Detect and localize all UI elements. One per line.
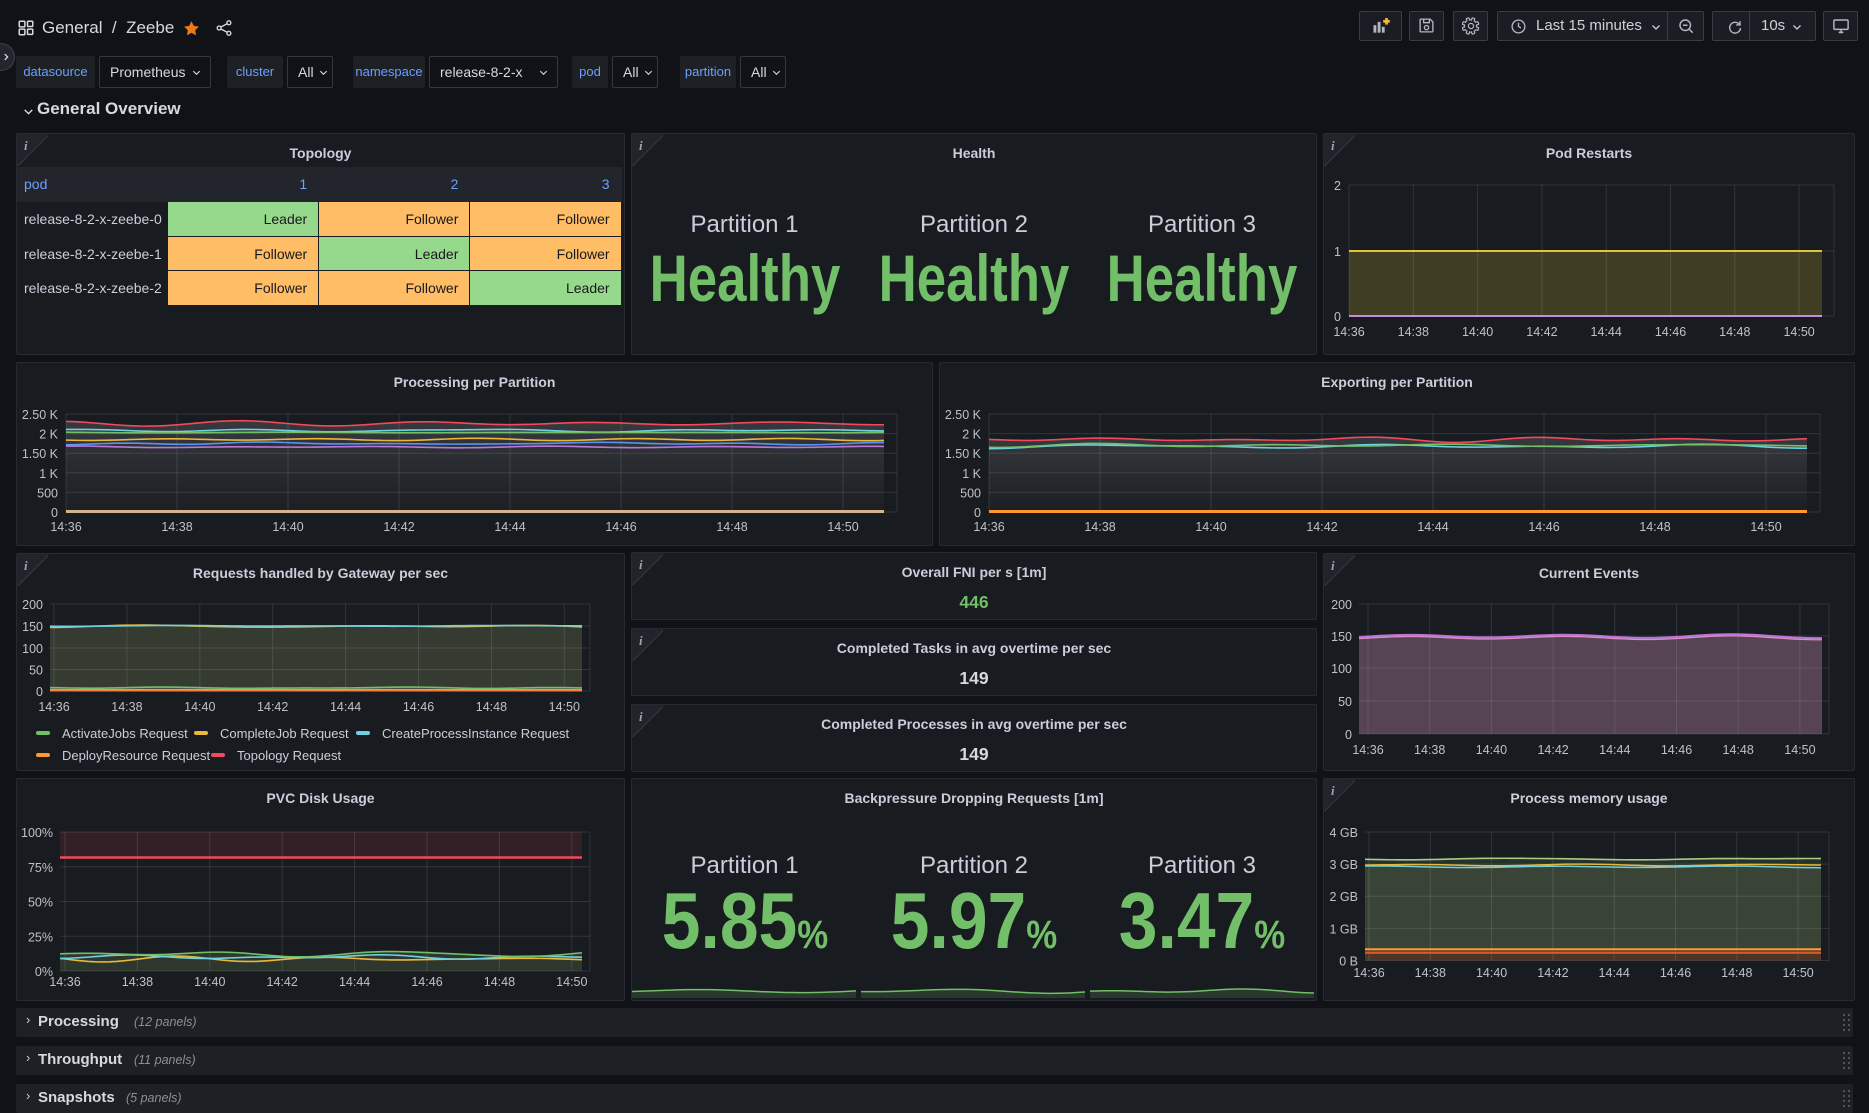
svg-text:14:48: 14:48: [1721, 966, 1752, 980]
svg-text:14:38: 14:38: [1084, 520, 1115, 534]
svg-text:14:38: 14:38: [1415, 966, 1446, 980]
svg-text:50: 50: [29, 664, 43, 678]
svg-text:2 K: 2 K: [962, 428, 981, 442]
svg-text:14:36: 14:36: [973, 520, 1004, 534]
svg-text:14:38: 14:38: [161, 520, 192, 534]
svg-text:14:40: 14:40: [1195, 520, 1226, 534]
svg-text:14:44: 14:44: [1599, 966, 1630, 980]
svg-text:500: 500: [37, 486, 58, 500]
svg-text:0: 0: [974, 506, 981, 520]
svg-text:14:44: 14:44: [1417, 520, 1448, 534]
svg-text:14:42: 14:42: [1537, 966, 1568, 980]
svg-text:0: 0: [1345, 728, 1352, 742]
svg-text:14:48: 14:48: [484, 975, 515, 989]
svg-text:14:46: 14:46: [605, 520, 636, 534]
svg-text:14:44: 14:44: [330, 700, 361, 714]
svg-text:DeployResource Request: DeployResource Request: [62, 748, 211, 763]
svg-text:14:46: 14:46: [411, 975, 442, 989]
svg-text:2: 2: [1334, 179, 1341, 193]
svg-text:14:48: 14:48: [1719, 325, 1750, 339]
svg-text:14:40: 14:40: [1476, 743, 1507, 757]
svg-text:14:36: 14:36: [38, 700, 69, 714]
svg-text:CompleteJob Request: CompleteJob Request: [220, 726, 349, 741]
svg-text:14:36: 14:36: [49, 975, 80, 989]
svg-text:14:50: 14:50: [1750, 520, 1781, 534]
svg-text:14:44: 14:44: [339, 975, 370, 989]
svg-text:14:46: 14:46: [1528, 520, 1559, 534]
svg-text:0 B: 0 B: [1339, 955, 1358, 969]
svg-text:14:46: 14:46: [1661, 743, 1692, 757]
svg-text:Topology Request: Topology Request: [237, 748, 341, 763]
svg-text:14:50: 14:50: [827, 520, 858, 534]
svg-text:1 GB: 1 GB: [1330, 922, 1359, 936]
svg-text:25%: 25%: [28, 930, 53, 944]
svg-text:14:42: 14:42: [1306, 520, 1337, 534]
svg-text:2 GB: 2 GB: [1330, 890, 1359, 904]
svg-text:200: 200: [22, 598, 43, 612]
svg-text:14:36: 14:36: [50, 520, 81, 534]
svg-text:14:46: 14:46: [403, 700, 434, 714]
svg-text:14:40: 14:40: [1462, 325, 1493, 339]
svg-text:14:38: 14:38: [122, 975, 153, 989]
svg-text:50: 50: [1338, 695, 1352, 709]
svg-text:14:40: 14:40: [184, 700, 215, 714]
svg-text:0%: 0%: [35, 965, 53, 979]
svg-text:4 GB: 4 GB: [1330, 826, 1359, 840]
svg-text:14:50: 14:50: [549, 700, 580, 714]
svg-text:14:48: 14:48: [716, 520, 747, 534]
svg-text:1.50 K: 1.50 K: [22, 447, 59, 461]
svg-text:ActivateJobs Request: ActivateJobs Request: [62, 726, 188, 741]
svg-text:14:36: 14:36: [1352, 743, 1383, 757]
svg-text:14:40: 14:40: [272, 520, 303, 534]
svg-text:3 GB: 3 GB: [1330, 858, 1359, 872]
svg-text:0: 0: [1334, 310, 1341, 324]
svg-text:150: 150: [22, 620, 43, 634]
svg-text:200: 200: [1331, 598, 1352, 612]
svg-text:14:36: 14:36: [1353, 966, 1384, 980]
svg-text:14:50: 14:50: [1782, 966, 1813, 980]
svg-text:14:42: 14:42: [1526, 325, 1557, 339]
svg-text:14:46: 14:46: [1655, 325, 1686, 339]
svg-text:0: 0: [51, 506, 58, 520]
svg-text:14:48: 14:48: [476, 700, 507, 714]
svg-text:14:44: 14:44: [1591, 325, 1622, 339]
svg-text:14:50: 14:50: [1783, 325, 1814, 339]
svg-text:14:50: 14:50: [556, 975, 587, 989]
svg-text:14:38: 14:38: [111, 700, 142, 714]
svg-text:14:40: 14:40: [1476, 966, 1507, 980]
svg-text:14:42: 14:42: [1537, 743, 1568, 757]
svg-text:150: 150: [1331, 630, 1352, 644]
svg-text:2.50 K: 2.50 K: [22, 408, 59, 422]
svg-text:14:42: 14:42: [257, 700, 288, 714]
svg-text:14:40: 14:40: [194, 975, 225, 989]
svg-text:14:50: 14:50: [1784, 743, 1815, 757]
svg-text:14:42: 14:42: [267, 975, 298, 989]
svg-text:1 K: 1 K: [39, 467, 58, 481]
svg-text:CreateProcessInstance Request: CreateProcessInstance Request: [382, 726, 570, 741]
svg-text:14:38: 14:38: [1398, 325, 1429, 339]
svg-text:14:42: 14:42: [383, 520, 414, 534]
svg-text:2.50 K: 2.50 K: [945, 408, 982, 422]
svg-text:2 K: 2 K: [39, 428, 58, 442]
svg-text:100: 100: [22, 642, 43, 656]
svg-text:14:46: 14:46: [1660, 966, 1691, 980]
svg-text:100%: 100%: [21, 826, 53, 840]
svg-text:1.50 K: 1.50 K: [945, 447, 982, 461]
svg-text:75%: 75%: [28, 861, 53, 875]
svg-text:14:44: 14:44: [494, 520, 525, 534]
svg-text:1 K: 1 K: [962, 467, 981, 481]
svg-text:500: 500: [960, 486, 981, 500]
svg-text:1: 1: [1334, 245, 1341, 259]
svg-text:50%: 50%: [28, 896, 53, 910]
svg-text:14:48: 14:48: [1639, 520, 1670, 534]
svg-text:14:38: 14:38: [1414, 743, 1445, 757]
svg-text:14:36: 14:36: [1333, 325, 1364, 339]
svg-text:0: 0: [36, 685, 43, 699]
svg-text:14:48: 14:48: [1723, 743, 1754, 757]
svg-text:14:44: 14:44: [1599, 743, 1630, 757]
svg-text:100: 100: [1331, 662, 1352, 676]
